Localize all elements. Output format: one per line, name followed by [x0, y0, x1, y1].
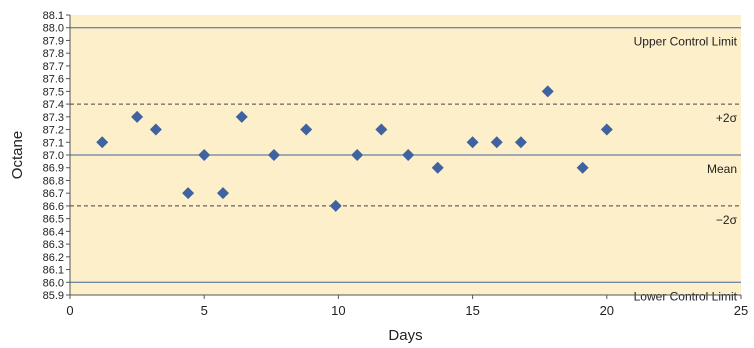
x-tick-label: 15 [465, 303, 479, 318]
y-tick-label: 87.9 [43, 35, 64, 47]
data-point [466, 136, 479, 149]
data-point [514, 136, 527, 149]
data-point [402, 149, 415, 161]
y-tick-label: 86.7 [43, 188, 64, 200]
data-point [267, 149, 280, 161]
y-tick-label: 86.2 [43, 252, 64, 264]
y-tick-label: 85.9 [43, 290, 64, 302]
y-tick-label: 86.5 [43, 214, 64, 226]
data-point [431, 161, 444, 174]
y-tick-label: 88.0 [43, 23, 64, 35]
data-point [300, 123, 313, 136]
data-point [375, 123, 388, 136]
y-tick-label: 86.6 [43, 201, 64, 213]
data-point [541, 85, 554, 98]
reference-lines: Upper Control Limit +2σ Mean −2σ Lower Contr… [70, 27, 741, 303]
x-tick-label: 0 [66, 303, 73, 318]
x-tick-label: 5 [201, 303, 208, 318]
y-tick-label: 87.0 [43, 150, 64, 162]
y-tick-label: 86.3 [43, 239, 64, 251]
y-tick-label: 87.2 [43, 125, 64, 137]
y-tick-label: 87.3 [43, 112, 64, 124]
data-point [490, 136, 503, 149]
x-tick-label: 25 [734, 303, 748, 318]
data-point [216, 187, 229, 200]
mean-label: Mean [707, 162, 737, 176]
x-tick-label: 20 [600, 303, 614, 318]
data-point [329, 199, 342, 212]
y-tick-label: 87.4 [43, 99, 64, 111]
data-point [600, 123, 613, 136]
x-axis-ticks: 0 5 10 15 20 25 [66, 295, 748, 318]
y-tick-label: 86.8 [43, 175, 64, 187]
y-tick-label: 87.7 [43, 61, 64, 73]
minus-2-sigma-label: −2σ [716, 213, 738, 227]
y-tick-label: 86.9 [43, 163, 64, 175]
y-tick-label: 87.5 [43, 86, 64, 98]
x-tick-label: 10 [331, 303, 345, 318]
data-point [235, 110, 248, 123]
plus-2-sigma-label: +2σ [716, 111, 738, 125]
y-tick-label: 87.8 [43, 48, 64, 60]
data-point [351, 149, 364, 161]
y-tick-label: 86.0 [43, 277, 64, 289]
data-point [149, 123, 162, 136]
data-points [96, 85, 613, 212]
y-tick-label: 87.6 [43, 74, 64, 86]
data-point [96, 136, 109, 149]
y-axis-ticks: 85.986.086.186.286.386.486.586.686.786.8… [43, 10, 70, 302]
y-axis-title: Octane [9, 131, 26, 179]
data-point [131, 110, 144, 123]
data-point [198, 149, 211, 161]
data-point [576, 161, 589, 174]
x-axis-title: Days [388, 327, 422, 344]
data-point [182, 187, 195, 200]
upper-control-limit-label: Upper Control Limit [634, 35, 738, 49]
lower-control-limit-label: Lower Control Limit [634, 289, 738, 303]
y-tick-label: 87.1 [43, 137, 64, 149]
y-tick-label: 86.4 [43, 226, 64, 238]
y-tick-label: 88.1 [43, 10, 64, 22]
y-tick-label: 86.1 [43, 265, 64, 277]
